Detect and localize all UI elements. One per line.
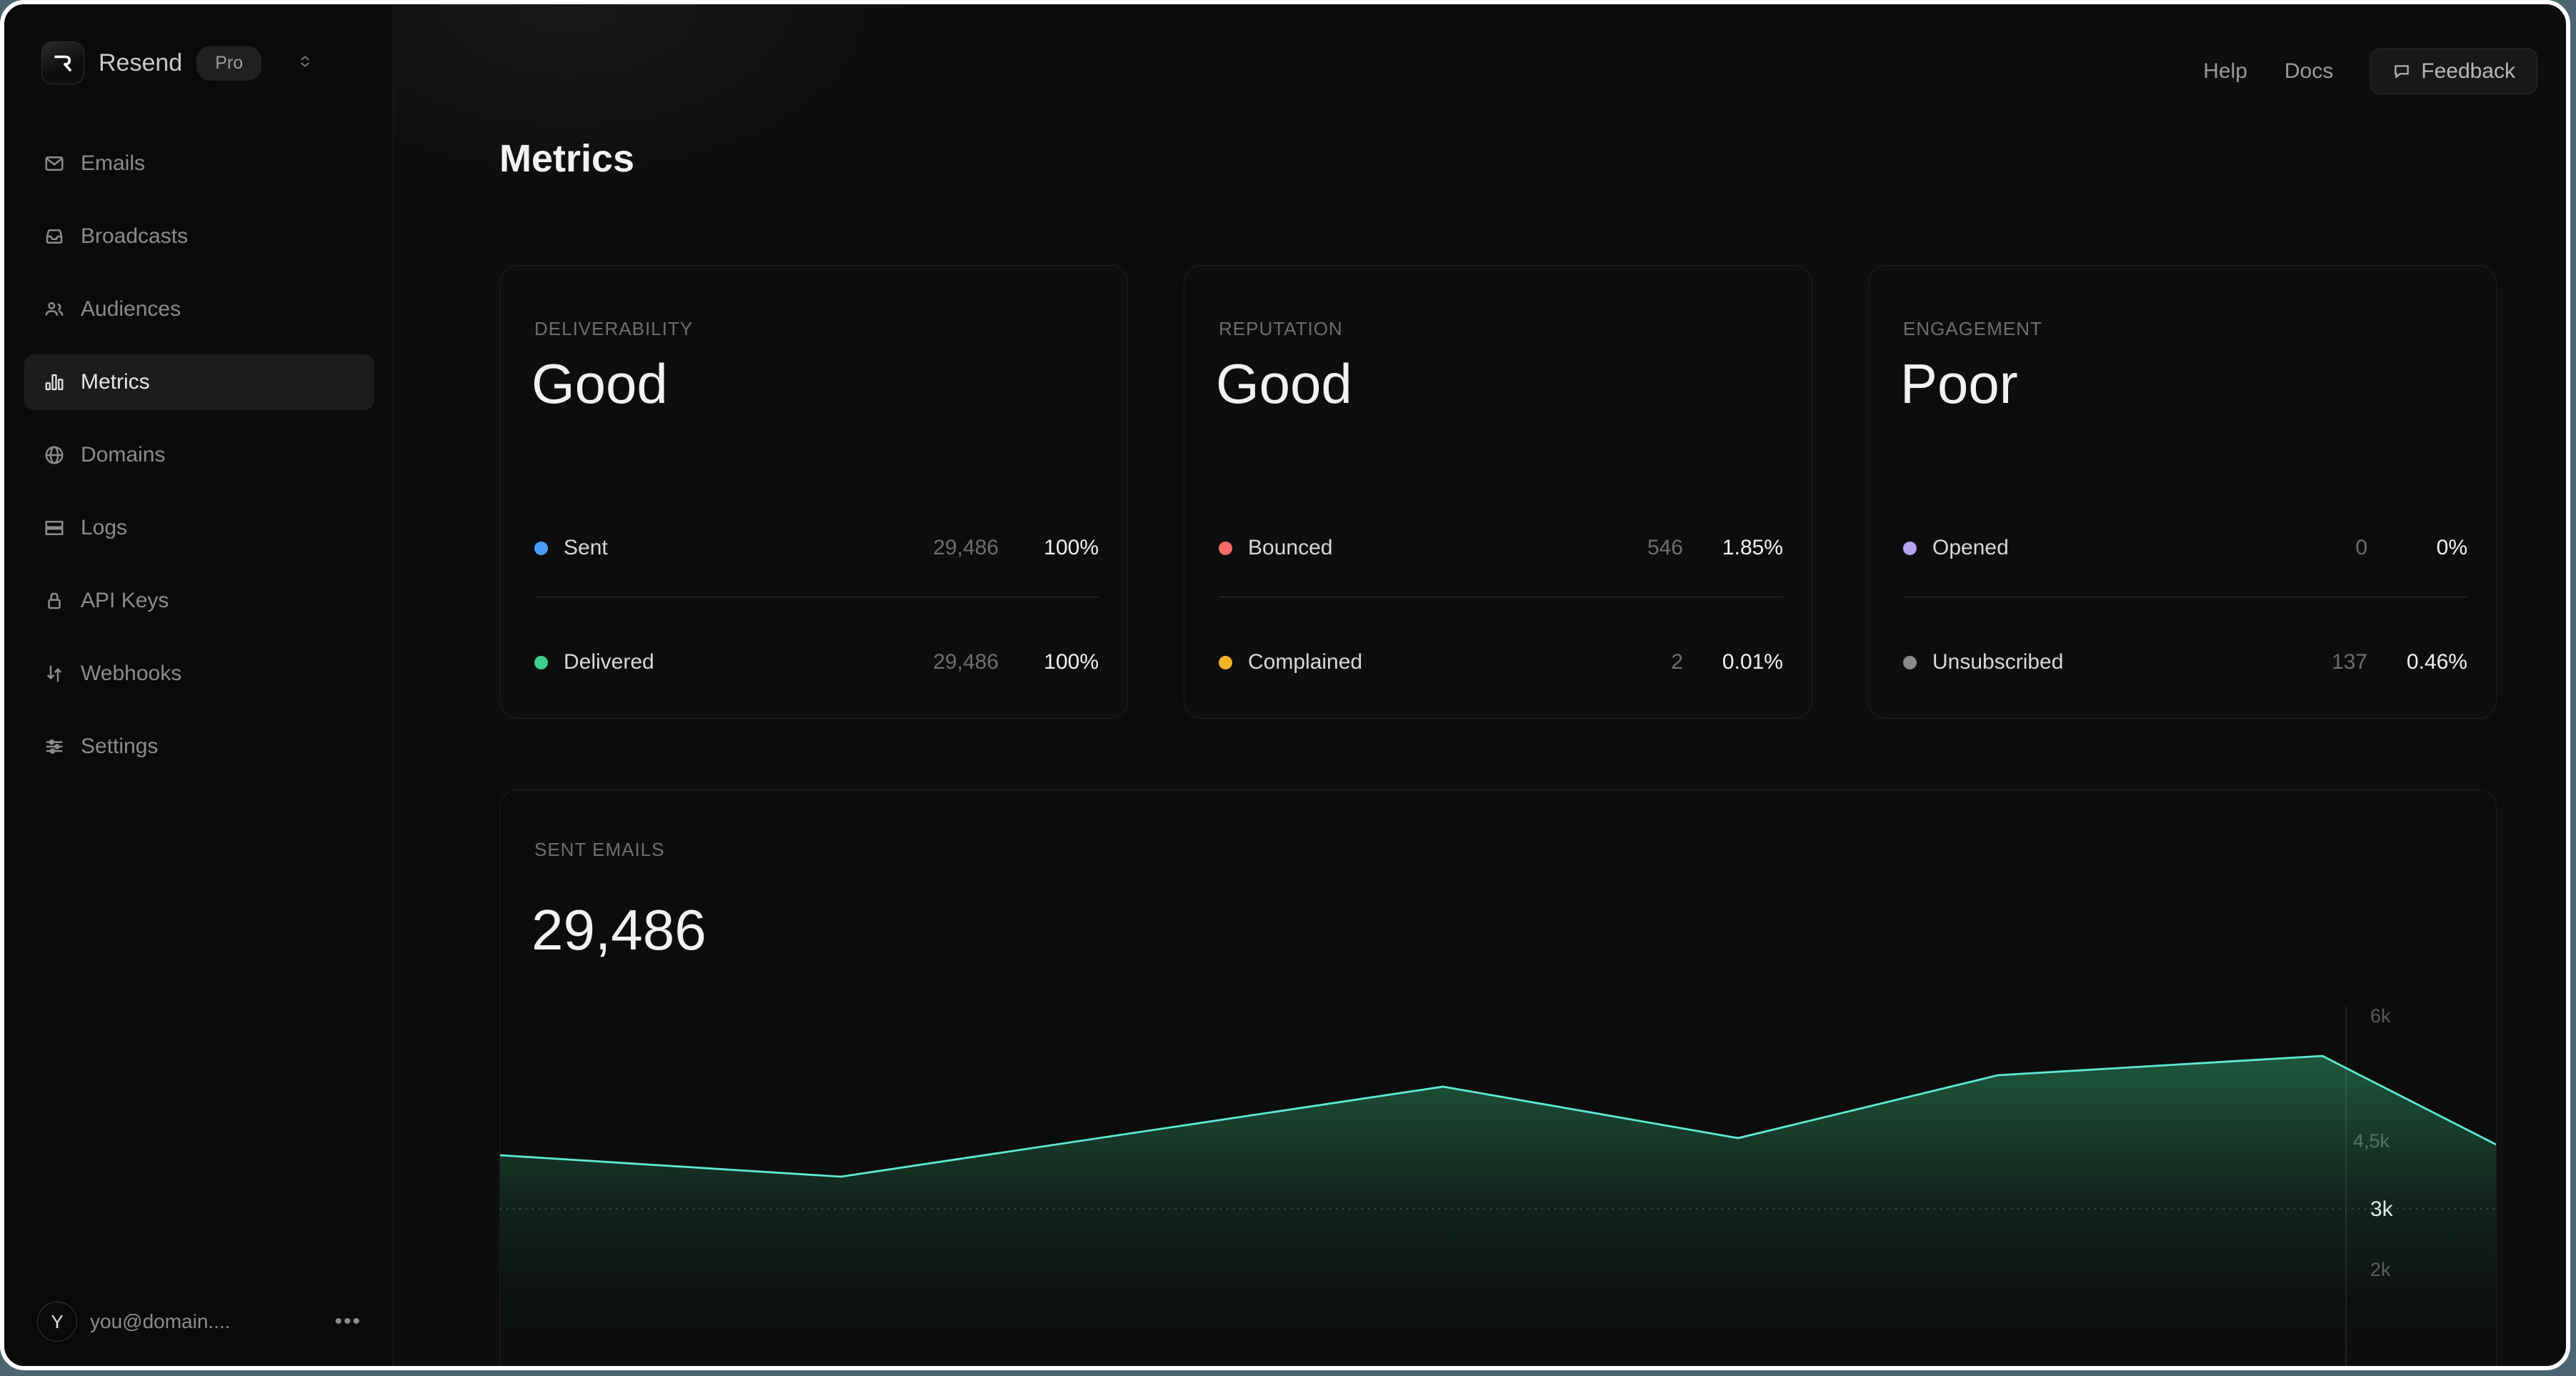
svg-text:6k: 6k (2370, 1005, 2391, 1027)
